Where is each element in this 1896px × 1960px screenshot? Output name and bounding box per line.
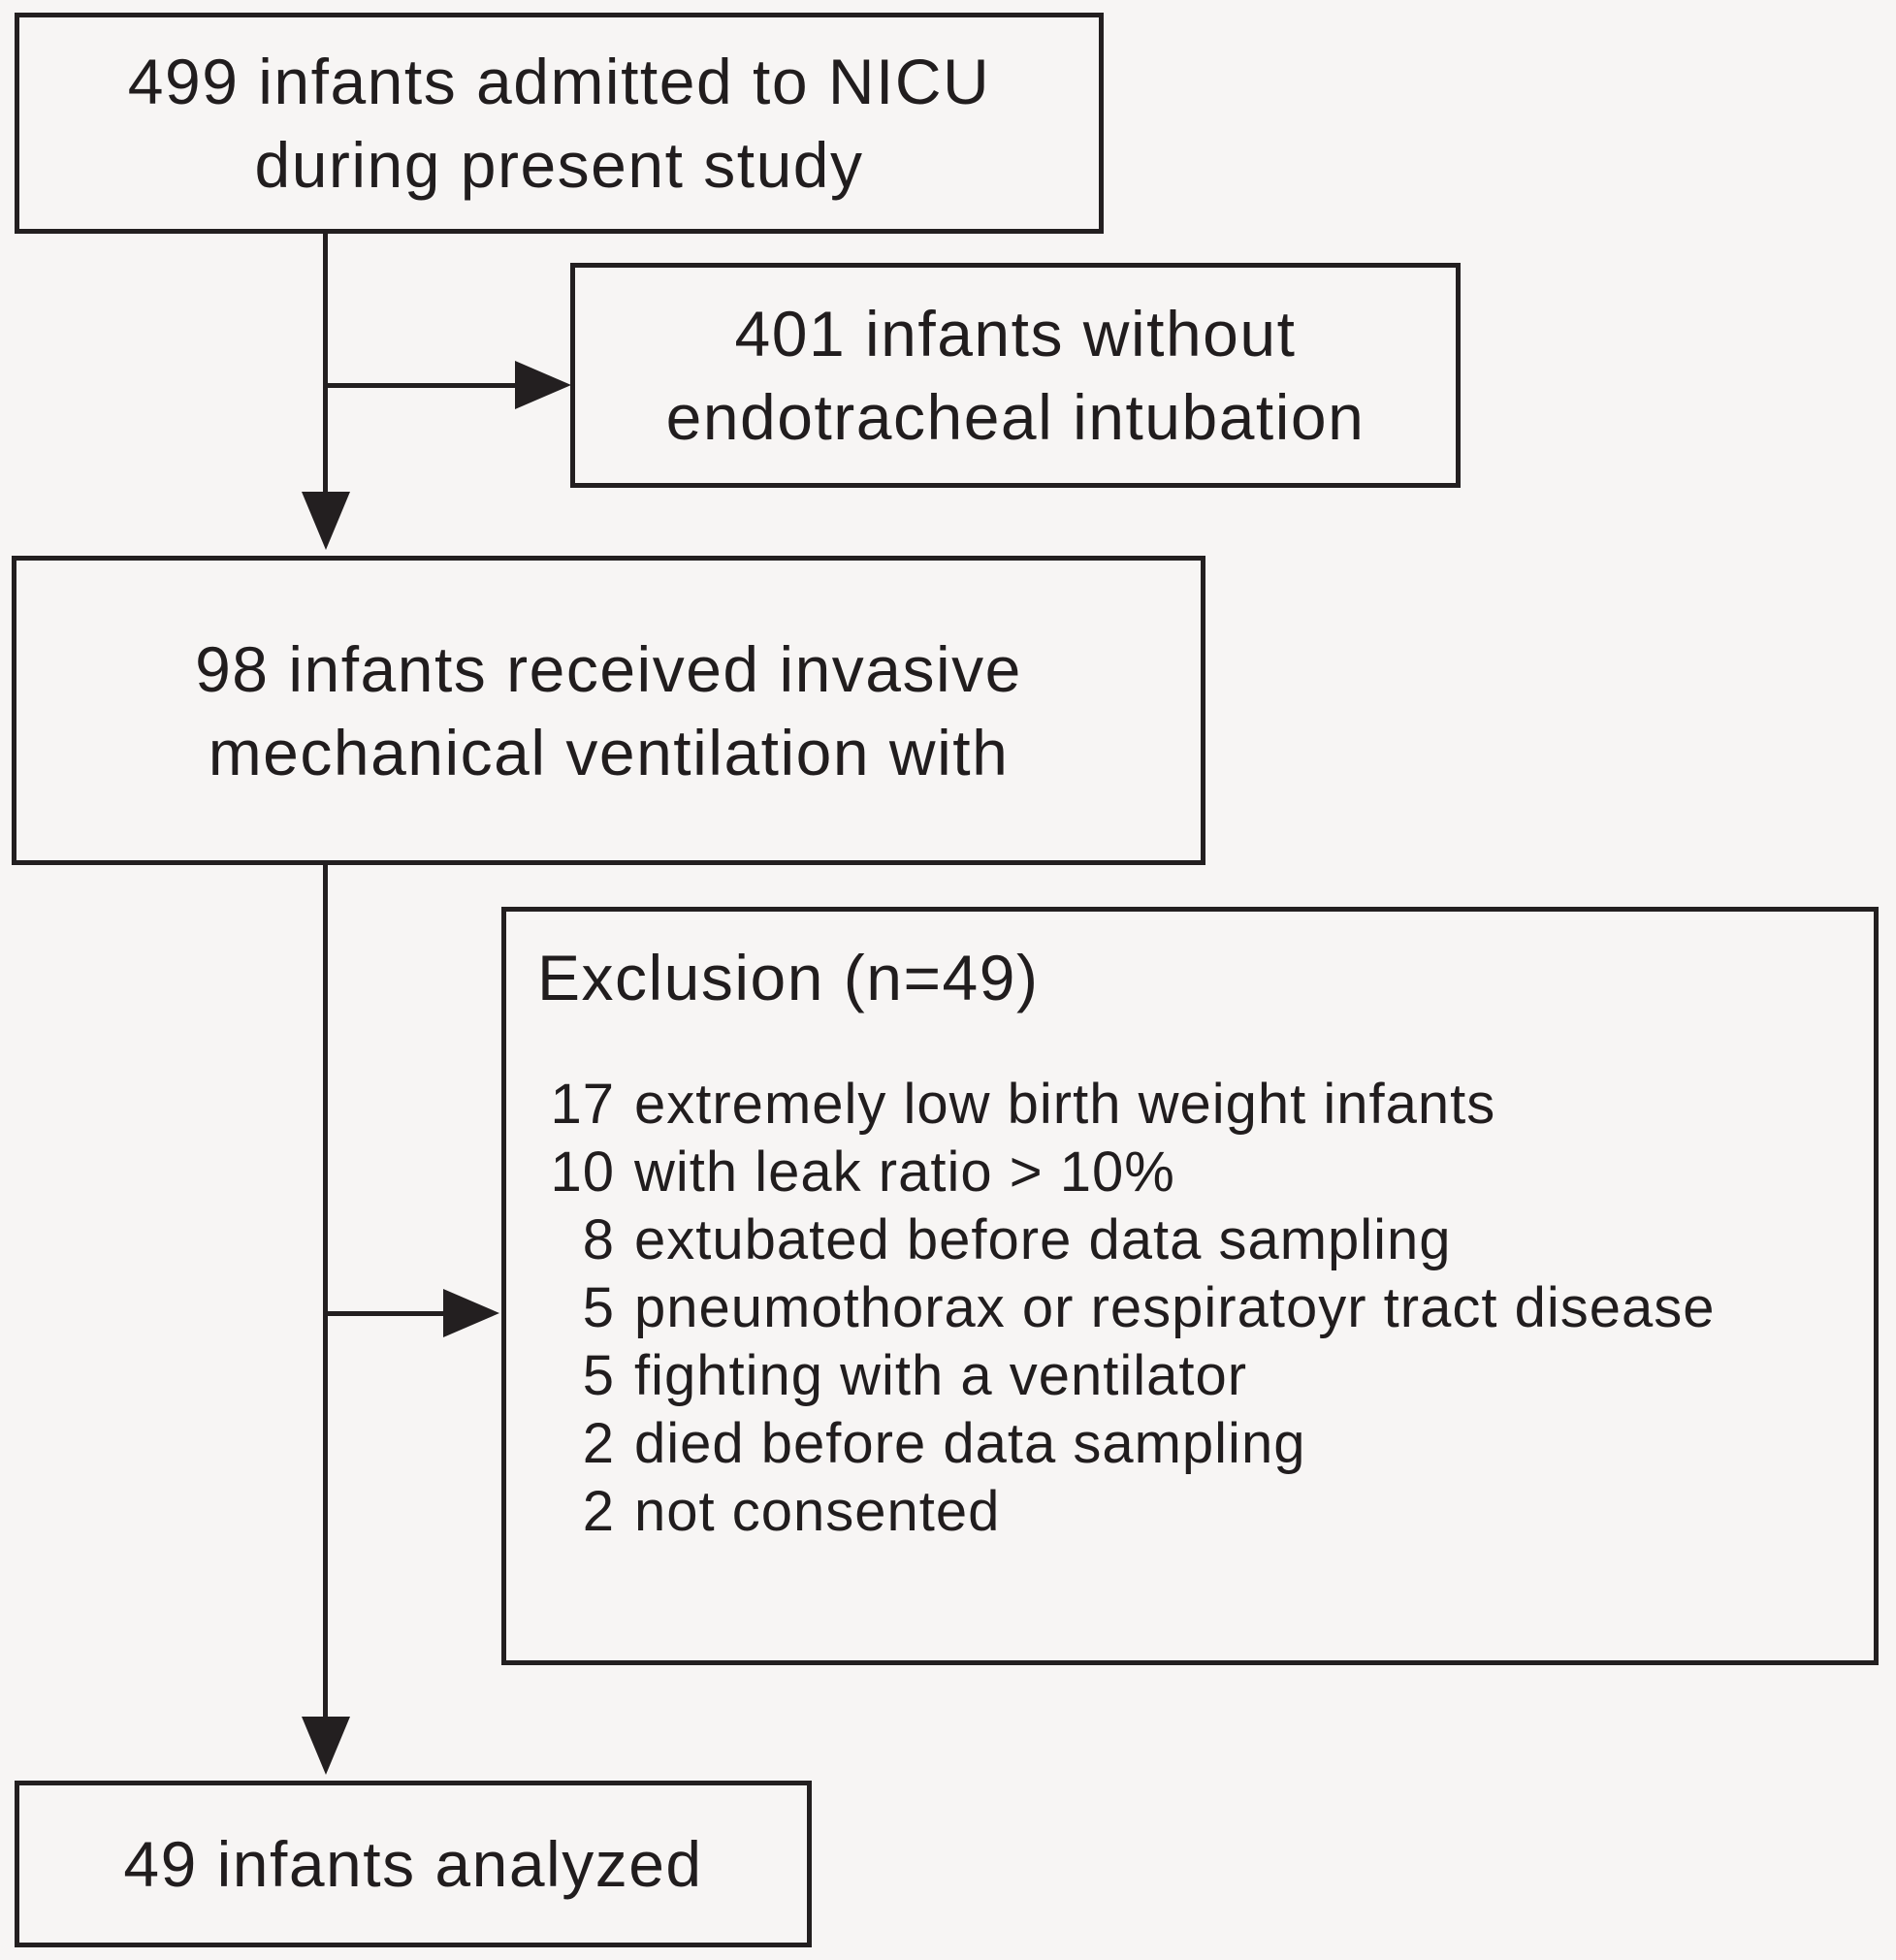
box-mechanical-ventilation: 98 infants received invasive mechanical … [12, 556, 1205, 865]
box-analyzed-text: 49 infants analyzed [123, 1822, 702, 1906]
arrowhead-down-icon [302, 1717, 350, 1775]
exclusion-item: 2 died before data sampling [549, 1410, 1716, 1478]
connector-branch-without-intubation [323, 383, 515, 388]
exclusion-item-count: 17 [550, 1073, 615, 1136]
exclusion-item-reason: extubated before data sampling [634, 1208, 1452, 1271]
exclusion-item-count: 2 [582, 1412, 615, 1475]
exclusion-item-count: 2 [582, 1480, 615, 1543]
box-without-intubation-text: 401 infants without endotracheal intubat… [666, 292, 1366, 459]
exclusion-item: 5 pneumothorax or respiratoyr tract dise… [549, 1274, 1716, 1342]
box-without-intubation: 401 infants without endotracheal intubat… [570, 263, 1461, 488]
box-without-intubation-line2: endotracheal intubation [665, 381, 1366, 453]
arrowhead-right-icon [443, 1289, 499, 1337]
box-mechanical-ventilation-text: 98 infants received invasive mechanical … [195, 627, 1022, 794]
exclusion-item-reason: extremely low birth weight infants [634, 1073, 1496, 1136]
box-without-intubation-line1: 401 infants without [734, 298, 1297, 370]
exclusion-item: 8 extubated before data sampling [549, 1206, 1716, 1274]
box-admitted-to-nicu: 499 infants admitted to NICU during pres… [15, 13, 1104, 234]
connector-branch-exclusion [323, 1311, 443, 1316]
exclusion-item: 10 with leak ratio > 10% [549, 1139, 1716, 1206]
exclusion-title: Exclusion (n=49) [537, 942, 1040, 1013]
box-admitted-text: 499 infants admitted to NICU during pres… [128, 40, 990, 207]
exclusion-item: 2 not consented [549, 1478, 1716, 1546]
box-analyzed: 49 infants analyzed [15, 1781, 812, 1947]
exclusion-item-count: 10 [550, 1141, 615, 1204]
box-exclusion: Exclusion (n=49) 17 extremely low birth … [501, 907, 1879, 1665]
exclusion-item-reason: died before data sampling [634, 1412, 1306, 1475]
exclusion-item-reason: fighting with a ventilator [634, 1344, 1248, 1407]
exclusion-item: 17 extremely low birth weight infants [549, 1071, 1716, 1139]
exclusion-item-count: 8 [582, 1208, 615, 1271]
box-admitted-line1: 499 infants admitted to NICU [127, 46, 991, 117]
exclusion-item-reason: with leak ratio > 10% [634, 1141, 1175, 1204]
exclusion-item-count: 5 [582, 1276, 615, 1339]
exclusion-item: 5 fighting with a ventilator [549, 1342, 1716, 1410]
connector-admitted-to-ventilated [323, 234, 328, 492]
arrowhead-right-icon [515, 361, 571, 409]
connector-ventilated-to-analyzed [323, 865, 328, 1717]
exclusion-item-reason: not consented [634, 1480, 1001, 1543]
box-analyzed-line1: 49 infants analyzed [123, 1828, 703, 1900]
box-mechanical-ventilation-line1: 98 infants received invasive [195, 632, 1022, 705]
exclusion-list: 17 extremely low birth weight infants 10… [537, 1071, 1716, 1546]
box-mechanical-ventilation-line2: mechanical ventilation with [208, 716, 1010, 788]
exclusion-item-count: 5 [582, 1344, 615, 1407]
exclusion-item-reason: pneumothorax or respiratoyr tract diseas… [634, 1276, 1716, 1339]
box-admitted-line2: during present study [254, 129, 864, 201]
arrowhead-down-icon [302, 492, 350, 550]
